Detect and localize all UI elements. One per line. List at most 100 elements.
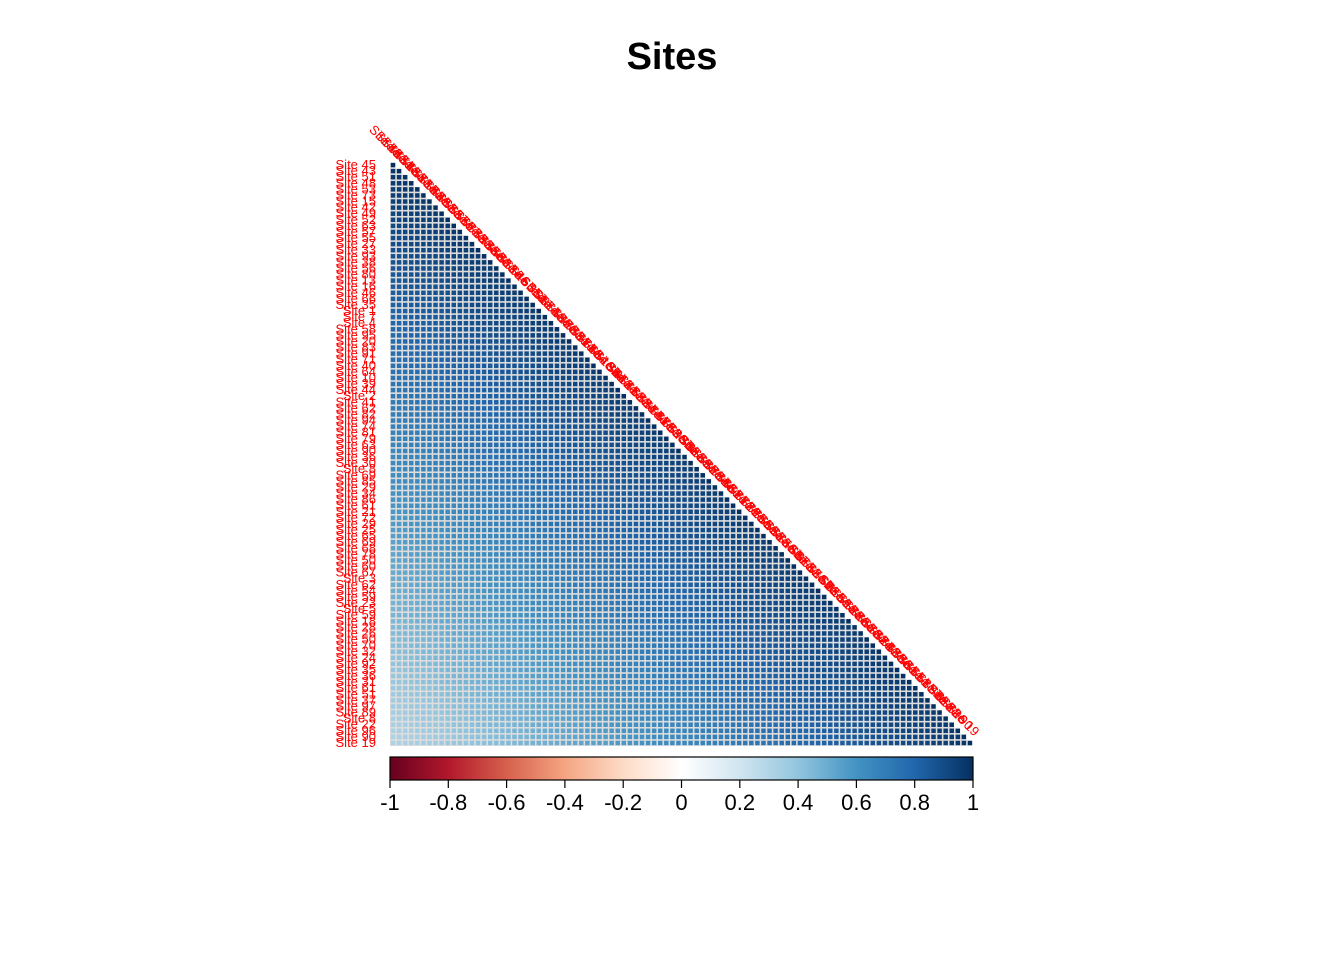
- matrix-cell: [402, 509, 408, 515]
- matrix-cell: [409, 685, 414, 691]
- matrix-cell: [579, 418, 584, 423]
- matrix-cell: [457, 393, 463, 399]
- matrix-cell: [700, 527, 705, 533]
- matrix-cell: [542, 400, 548, 405]
- matrix-cell: [682, 600, 687, 606]
- matrix-cell: [542, 345, 548, 350]
- matrix-cell: [427, 466, 432, 472]
- matrix-cell: [858, 716, 863, 721]
- matrix-cell: [445, 241, 450, 247]
- matrix-cell: [500, 327, 505, 332]
- matrix-cell: [506, 375, 511, 381]
- matrix-cell: [402, 296, 408, 302]
- matrix-cell: [767, 588, 772, 594]
- matrix-cell: [615, 406, 620, 411]
- matrix-cell: [457, 570, 463, 575]
- matrix-cell: [645, 734, 651, 740]
- matrix-cell: [591, 485, 596, 490]
- matrix-cell: [615, 527, 620, 533]
- matrix-cell: [463, 479, 469, 484]
- matrix-cell: [821, 655, 827, 661]
- matrix-cell: [651, 655, 657, 661]
- matrix-cell: [712, 600, 718, 606]
- matrix-cell: [603, 716, 608, 721]
- matrix-cell: [615, 692, 620, 697]
- matrix-cell: [597, 734, 602, 740]
- matrix-cell: [749, 722, 754, 727]
- matrix-cell: [530, 576, 535, 581]
- matrix-cell: [639, 661, 645, 667]
- matrix-cell: [603, 430, 608, 435]
- matrix-cell: [937, 728, 942, 734]
- matrix-cell: [724, 558, 730, 563]
- matrix-cell: [591, 430, 596, 435]
- matrix-cell: [651, 442, 657, 448]
- matrix-cell: [651, 430, 657, 435]
- matrix-cell: [409, 473, 414, 478]
- matrix-cell: [664, 515, 669, 521]
- matrix-cell: [530, 503, 535, 508]
- matrix-cell: [803, 734, 809, 740]
- matrix-cell: [736, 564, 742, 569]
- matrix-cell: [676, 655, 681, 661]
- matrix-cell: [463, 466, 469, 472]
- matrix-cell: [500, 673, 505, 679]
- matrix-cell: [943, 722, 948, 727]
- matrix-cell: [560, 479, 566, 484]
- matrix-cell: [603, 710, 608, 715]
- matrix-cell: [724, 588, 730, 594]
- matrix-cell: [664, 698, 669, 703]
- matrix-cell: [706, 509, 712, 515]
- matrix-cell: [749, 600, 754, 606]
- matrix-cell: [591, 606, 596, 612]
- matrix-cell: [749, 625, 754, 630]
- matrix-cell: [542, 320, 548, 326]
- matrix-cell: [402, 497, 408, 502]
- matrix-cell: [530, 357, 535, 362]
- matrix-cell: [445, 600, 450, 606]
- matrix-cell: [651, 728, 657, 734]
- matrix-cell: [494, 649, 499, 654]
- matrix-cell: [506, 740, 511, 746]
- matrix-cell: [415, 357, 420, 362]
- matrix-cell: [779, 643, 784, 648]
- matrix-cell: [475, 527, 481, 533]
- matrix-cell: [828, 637, 833, 642]
- matrix-cell: [615, 667, 620, 673]
- matrix-cell: [560, 527, 566, 533]
- matrix-cell: [645, 685, 651, 691]
- matrix-cell: [512, 521, 517, 527]
- matrix-cell: [554, 491, 560, 496]
- matrix-cell: [494, 278, 499, 283]
- matrix-cell: [451, 606, 456, 612]
- matrix-cell: [512, 448, 517, 454]
- matrix-cell: [475, 357, 481, 362]
- matrix-cell: [481, 588, 487, 594]
- matrix-cell: [658, 600, 663, 606]
- matrix-cell: [421, 327, 426, 332]
- matrix-cell: [518, 679, 523, 685]
- matrix-cell: [712, 552, 718, 557]
- matrix-cell: [518, 692, 523, 697]
- matrix-cell: [481, 320, 487, 326]
- matrix-cell: [554, 679, 560, 685]
- matrix-cell: [633, 612, 639, 618]
- matrix-cell: [554, 430, 560, 435]
- matrix-cell: [439, 217, 444, 223]
- matrix-cell: [864, 704, 869, 709]
- matrix-cell: [524, 588, 529, 594]
- matrix-cell: [481, 570, 487, 575]
- matrix-cell: [402, 290, 408, 296]
- matrix-cell: [451, 588, 456, 594]
- matrix-cell: [597, 716, 602, 721]
- matrix-cell: [712, 521, 718, 527]
- matrix-cell: [651, 698, 657, 703]
- matrix-cell: [463, 649, 469, 654]
- row-label: Site 33: [336, 242, 376, 257]
- matrix-cell: [621, 491, 627, 496]
- matrix-cell: [585, 552, 590, 557]
- matrix-cell: [767, 558, 772, 563]
- matrix-cell: [779, 570, 784, 575]
- matrix-cell: [396, 363, 402, 369]
- matrix-cell: [500, 503, 505, 508]
